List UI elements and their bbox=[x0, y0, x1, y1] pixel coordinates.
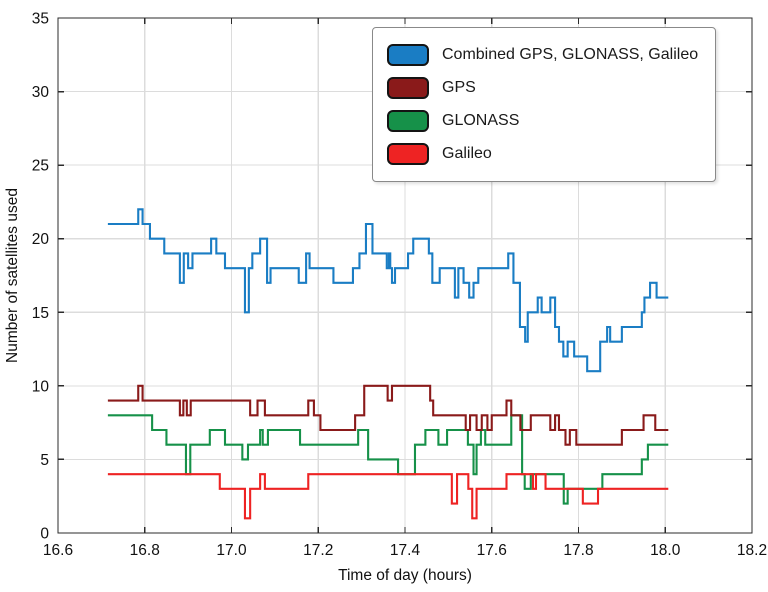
x-tick-label: 18.2 bbox=[737, 542, 767, 559]
x-axis-title: Time of day (hours) bbox=[338, 567, 472, 584]
y-tick-label: 0 bbox=[40, 526, 49, 543]
series-line-gps bbox=[107, 384, 669, 446]
legend-item-gps: GPS bbox=[387, 77, 715, 99]
legend-swatch-icon bbox=[387, 77, 429, 99]
legend-swatch-icon bbox=[387, 44, 429, 66]
legend-swatch-icon bbox=[387, 110, 429, 132]
x-tick-label: 17.2 bbox=[303, 542, 333, 559]
series-line-combined-gps-glonass-galileo bbox=[107, 208, 669, 373]
legend-item-combined-gps-glonass-galileo: Combined GPS, GLONASS, Galileo bbox=[387, 44, 715, 66]
x-tick-label: 16.6 bbox=[43, 542, 73, 559]
x-tick-label: 17.6 bbox=[477, 542, 507, 559]
legend-item-glonass: GLONASS bbox=[387, 110, 715, 132]
legend-label: GLONASS bbox=[442, 112, 520, 129]
x-tick-label: 18.0 bbox=[650, 542, 681, 559]
legend-item-galileo: Galileo bbox=[387, 143, 715, 165]
x-tick-label: 17.4 bbox=[390, 542, 421, 559]
series-line-glonass bbox=[107, 414, 669, 505]
y-tick-label: 35 bbox=[32, 11, 49, 28]
y-tick-label: 15 bbox=[32, 305, 49, 322]
y-tick-label: 20 bbox=[32, 231, 50, 248]
legend-swatch-icon bbox=[387, 143, 429, 165]
legend: Combined GPS, GLONASS, Galileo GPS GLONASS… bbox=[372, 27, 716, 182]
y-tick-label: 30 bbox=[32, 84, 50, 101]
y-tick-label: 25 bbox=[32, 158, 49, 175]
y-tick-label: 5 bbox=[40, 452, 49, 469]
legend-label: Combined GPS, GLONASS, Galileo bbox=[442, 46, 699, 63]
x-tick-label: 16.8 bbox=[130, 542, 160, 559]
y-tick-label: 10 bbox=[32, 378, 50, 395]
x-tick-label: 17.8 bbox=[563, 542, 593, 559]
y-axis-title: Number of satellites used bbox=[4, 188, 21, 363]
legend-label: Galileo bbox=[442, 145, 492, 162]
x-tick-label: 17.0 bbox=[216, 542, 247, 559]
legend-label: GPS bbox=[442, 79, 476, 96]
series-line-galileo bbox=[107, 473, 669, 520]
